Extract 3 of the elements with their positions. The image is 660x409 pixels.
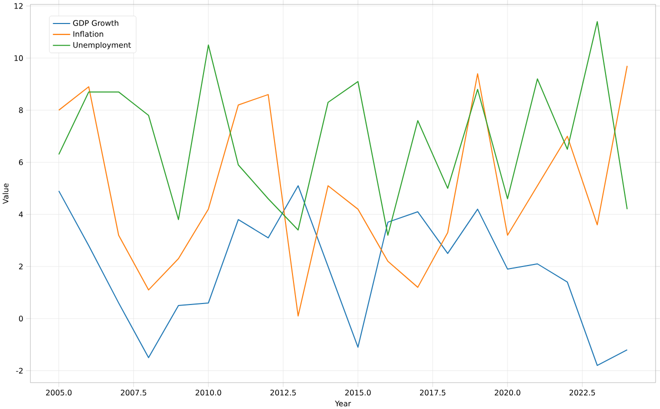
line-series xyxy=(58,21,628,236)
line-series xyxy=(58,185,628,366)
line-series xyxy=(58,65,628,317)
